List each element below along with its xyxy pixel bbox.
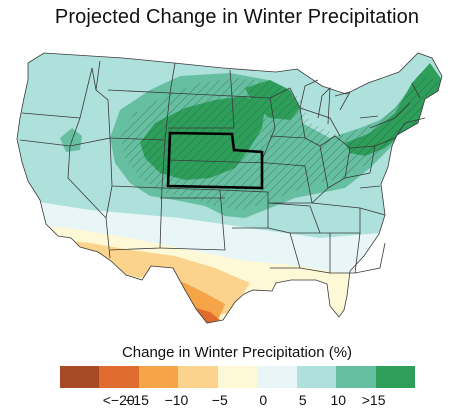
legend-label: <−20 bbox=[102, 392, 135, 408]
band-deep-orange bbox=[196, 308, 220, 323]
legend-label: −10 bbox=[164, 392, 189, 408]
legend-swatch-8 bbox=[336, 366, 376, 388]
legend-swatch-6 bbox=[257, 366, 297, 388]
us-map bbox=[16, 52, 443, 324]
legend-color-bar bbox=[60, 366, 415, 388]
legend-labels: <−20 −15 −10 −5 0 5 10 >15 . bbox=[60, 392, 415, 410]
legend-label: >15 bbox=[361, 392, 386, 408]
nebraska-highlight bbox=[166, 131, 264, 190]
legend-swatch-4 bbox=[178, 366, 218, 388]
green-pacific-nw bbox=[60, 128, 82, 152]
legend-swatch-2 bbox=[99, 366, 139, 388]
legend-label: 0 bbox=[259, 392, 268, 408]
legend-label: 10 bbox=[330, 392, 347, 408]
band-orange-texas bbox=[165, 276, 225, 323]
legend-swatch-5 bbox=[217, 366, 258, 388]
legend-label: 5 bbox=[298, 392, 307, 408]
legend-swatch-1 bbox=[60, 366, 100, 388]
hatch-region bbox=[120, 73, 440, 210]
legend-label: −15 bbox=[125, 392, 149, 408]
map-title: Projected Change in Winter Precipitation bbox=[54, 6, 420, 28]
legend-swatch-3 bbox=[138, 366, 179, 388]
legend-title: Change in Winter Precipitation (%) bbox=[121, 344, 353, 361]
state-boundaries bbox=[16, 52, 443, 324]
legend-swatch-7 bbox=[296, 366, 337, 388]
legend-label: −5 bbox=[211, 392, 228, 408]
legend-swatch-9 bbox=[375, 366, 415, 388]
